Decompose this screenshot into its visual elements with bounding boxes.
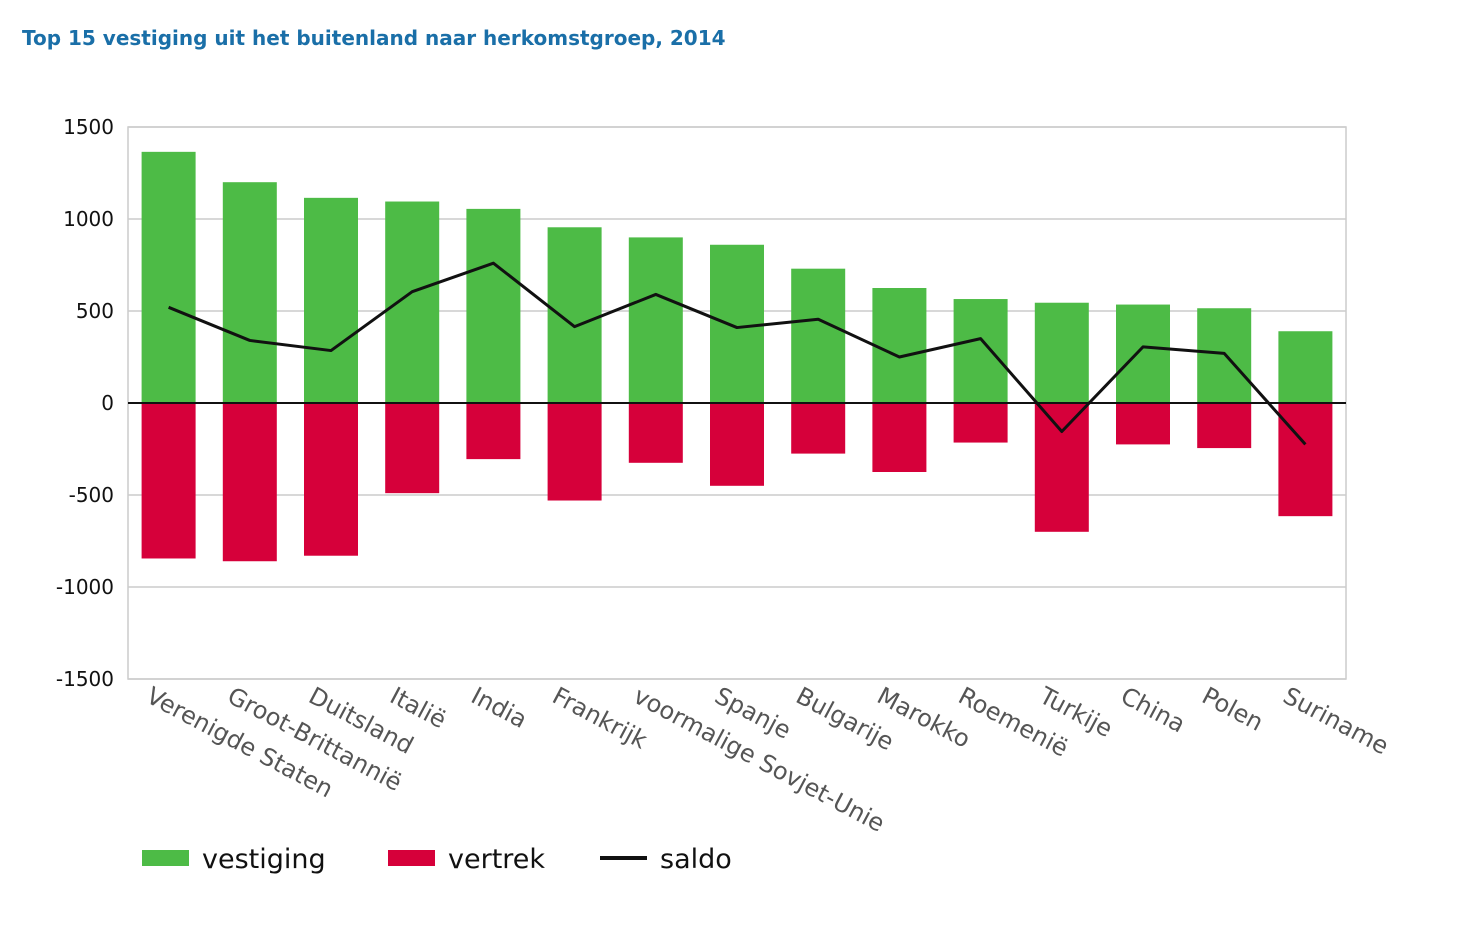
bar-vertrek: [385, 403, 440, 494]
bar-vestiging: [304, 197, 358, 403]
y-tick-label: 1000: [63, 207, 114, 231]
y-tick-label: -500: [69, 483, 114, 507]
bar-vestiging: [953, 299, 1008, 403]
bar-vertrek: [953, 403, 1008, 443]
bar-vestiging: [385, 201, 440, 403]
y-axis-ticks: 1500 1000 500 0 -500 -1000 -1500: [56, 115, 114, 691]
bar-vertrek: [872, 403, 927, 472]
bar-vestiging: [1116, 304, 1170, 403]
vertrek-bars: [141, 403, 1333, 562]
bar-vestiging: [547, 227, 602, 403]
bar-vertrek: [141, 403, 196, 559]
bar-vertrek: [1116, 403, 1170, 445]
bar-vestiging: [1197, 308, 1252, 403]
bar-vertrek: [466, 403, 521, 460]
saldo-line: [168, 261, 1307, 446]
y-tick-label: -1500: [56, 667, 114, 691]
bar-vertrek: [1278, 403, 1333, 517]
bar-vertrek: [222, 403, 277, 562]
bar-vertrek: [628, 403, 683, 463]
legend: vestiging vertrek saldo: [142, 844, 732, 875]
bar-vertrek: [710, 403, 764, 486]
bar-vestiging: [141, 151, 196, 403]
x-category-label: China: [1116, 682, 1190, 739]
bar-vertrek: [547, 403, 602, 501]
bar-vestiging: [791, 268, 846, 403]
x-category-label: India: [467, 682, 532, 734]
y-tick-label: 0: [101, 391, 114, 415]
bar-vertrek: [1197, 403, 1252, 449]
bar-vestiging: [222, 182, 277, 403]
bar-vertrek: [304, 403, 358, 556]
y-tick-label: -1000: [56, 575, 114, 599]
bar-vestiging: [628, 237, 683, 403]
chart-title: Top 15 vestiging uit het buitenland naar…: [22, 26, 726, 50]
legend-label-vertrek: vertrek: [448, 844, 545, 875]
legend-swatch-vestiging: [142, 850, 189, 866]
bar-vestiging: [710, 244, 764, 403]
x-category-label: Suriname: [1279, 682, 1394, 761]
bar-vestiging: [1278, 331, 1333, 403]
bar-vestiging: [1034, 302, 1089, 403]
legend-swatch-vertrek: [388, 850, 435, 866]
y-tick-label: 500: [76, 299, 114, 323]
bar-vestiging: [872, 288, 927, 403]
bar-vertrek: [1034, 403, 1089, 532]
x-category-label: Polen: [1197, 682, 1267, 737]
legend-label-saldo: saldo: [660, 844, 732, 875]
bar-vestiging: [466, 208, 521, 403]
y-tick-label: 1500: [63, 115, 114, 139]
vestiging-bars: [141, 151, 1333, 403]
legend-label-vestiging: vestiging: [202, 844, 326, 875]
bar-vertrek: [791, 403, 846, 454]
x-axis-categories: Verenigde StatenGroot-BrittanniëDuitslan…: [142, 681, 1394, 838]
